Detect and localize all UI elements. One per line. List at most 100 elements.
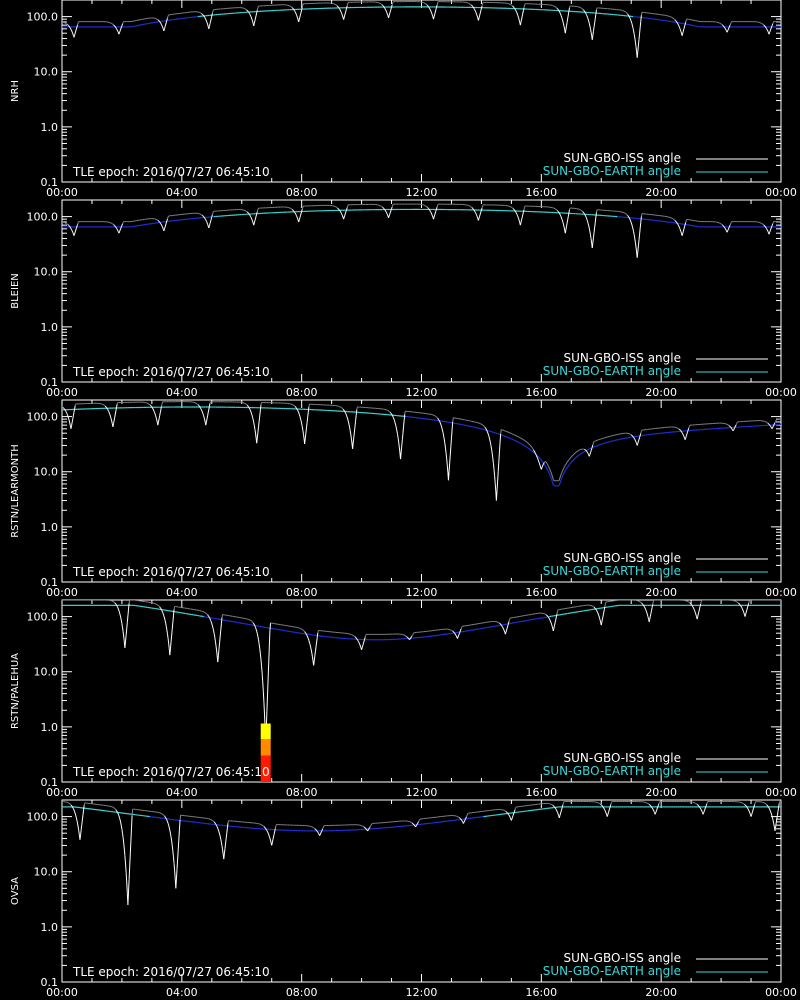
iss-angle-segment [70,29,73,31]
iss-angle-segment [75,228,77,231]
iss-angle-segment [513,209,516,212]
iss-angle-segment [150,405,152,407]
iss-angle-segment [71,418,74,423]
iss-angle-segment [427,207,429,209]
iss-angle-segment [211,13,213,17]
iss-angle-segment [294,10,296,12]
iss-angle-segment [291,7,294,9]
iss-angle-segment [246,404,249,407]
iss-angle-segment [247,11,250,13]
iss-angle-segment [248,213,250,215]
iss-angle-segment [538,461,541,464]
iss-angle-segment [252,419,255,423]
iss-angle-segment [726,30,729,33]
iss-angle-segment [203,216,206,219]
iss-angle-segment [543,462,545,464]
iss-angle-segment [640,12,643,16]
iss-angle-segment [158,415,161,420]
iss-angle-segment [291,6,293,8]
iss-angle-segment [628,15,630,18]
iss-angle-segment [67,24,69,26]
iss-angle-segment [588,23,591,26]
iss-angle-segment [107,408,109,411]
iss-angle-segment [300,9,303,13]
iss-angle-segment [567,216,569,220]
iss-angle-segment [116,404,118,408]
iss-angle-segment [633,438,636,440]
iss-angle-segment [563,466,566,468]
iss-angle-segment [154,415,157,418]
iss-angle-segment [301,4,304,8]
iss-angle-segment [250,412,253,416]
iss-angle-segment [560,474,562,477]
iss-angle-segment [212,9,215,12]
x-tick-label: 00:00 [46,186,78,199]
iss-angle-segment [74,33,76,36]
iss-angle-segment [338,7,340,10]
iss-angle-segment [435,208,437,212]
iss-angle-segment [385,211,388,214]
iss-angle-segment [474,212,477,214]
iss-angle-segment [294,406,297,408]
iss-angle-segment [116,28,118,31]
iss-angle-segment [63,408,66,411]
iss-angle-segment [343,215,346,218]
iss-angle-segment [483,425,485,427]
iss-angle-segment [681,432,684,435]
plot-area [62,1,781,58]
iss-angle-segment [563,467,565,469]
iss-angle-segment [201,214,204,217]
iss-angle-segment [257,426,260,433]
iss-angle-segment [679,27,681,30]
iss-angle-segment [542,463,545,465]
iss-angle-segment [589,25,591,29]
iss-angle-segment [564,463,567,466]
iss-angle-segment [722,25,724,27]
iss-angle-segment [249,13,251,16]
iss-angle-segment [482,204,484,207]
iss-angle-segment [63,407,65,410]
iss-angle-segment [298,412,300,415]
iss-angle-segment [199,407,202,410]
iss-angle-segment [256,437,258,444]
iss-angle-segment [586,220,589,224]
iss-angle-segment [160,223,162,226]
iss-angle-segment [121,23,123,26]
iss-angle-segment [488,435,490,438]
iss-angle-segment [116,402,119,405]
iss-angle-segment [343,410,346,412]
iss-angle-segment [161,224,163,227]
iss-angle-segment [158,221,161,223]
iss-angle-segment [301,209,303,212]
iss-angle-segment [339,209,341,212]
iss-angle-segment [484,427,487,429]
earth-angle-segment [538,457,542,461]
earth-angle-segment [505,435,508,438]
iss-angle-segment [475,213,478,216]
iss-angle-segment [159,221,161,224]
iss-angle-segment [294,211,296,214]
iss-angle-segment [71,422,73,426]
iss-angle-segment [763,225,766,227]
earth-angle-segment [495,432,498,435]
chart-panel-2: 0.1 1.0 10.0 100.0 00:00 04:00 08:00 12:00 16:00… [10,399,797,599]
x-tick-label: 20:00 [645,586,677,599]
iss-angle-segment [726,230,729,233]
iss-angle-segment [345,7,348,11]
earth-angle-segment [576,454,580,458]
iss-angle-segment [562,21,564,24]
earth-angle-segment [525,445,528,449]
earth-angle-segment [599,443,602,446]
iss-angle-segment [523,4,526,9]
iss-angle-segment [568,7,570,12]
iss-angle-segment [202,414,205,418]
iss-angle-segment [114,26,117,29]
iss-angle-segment [436,417,439,419]
iss-angle-segment [161,25,164,28]
iss-angle-segment [336,5,338,7]
iss-angle-segment [434,212,436,216]
iss-angle-segment [344,213,346,216]
legend-iss-label: SUN-GBO-ISS angle [564,351,681,365]
iss-angle-segment [771,223,774,226]
iss-angle-segment [253,220,256,224]
